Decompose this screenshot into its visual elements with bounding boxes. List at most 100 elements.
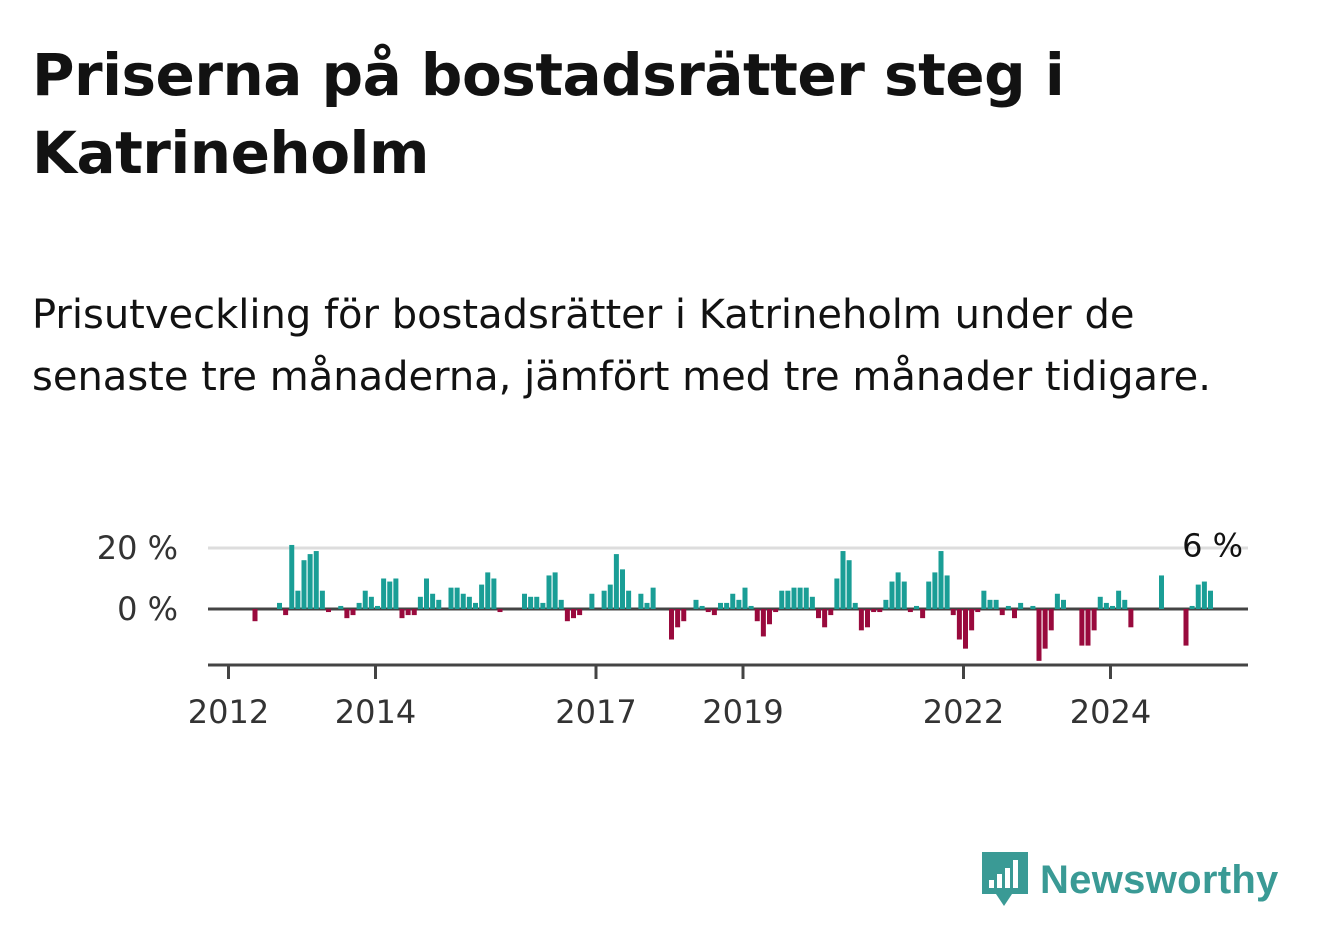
last-value-label: 6 % — [1182, 527, 1243, 565]
x-tick-label: 2012 — [188, 693, 269, 731]
bar — [626, 590, 632, 609]
bar — [350, 609, 356, 616]
bar — [1030, 605, 1036, 609]
bar — [871, 609, 877, 613]
bar — [987, 599, 993, 609]
bar — [730, 593, 736, 609]
bar — [711, 609, 717, 616]
bar — [1128, 609, 1134, 628]
bar — [301, 560, 307, 609]
bar — [601, 590, 607, 609]
bar — [1201, 581, 1207, 609]
bar — [828, 609, 834, 616]
bar — [319, 590, 325, 609]
bar — [809, 596, 815, 609]
bar — [295, 590, 301, 609]
bar — [773, 609, 779, 613]
bar — [613, 554, 619, 609]
x-tick-label: 2019 — [702, 693, 783, 731]
bar — [975, 609, 981, 613]
bar-chart: 20 % 0 % 2012 2014 2017 2019 2022 2024 6 % — [97, 527, 1248, 731]
bar — [822, 609, 828, 628]
bar — [326, 609, 331, 613]
bar — [277, 602, 282, 609]
bar — [252, 609, 258, 622]
bar — [497, 609, 503, 613]
bar — [620, 569, 625, 609]
bar — [748, 605, 754, 609]
newsworthy-brand: Newsworthy — [980, 850, 1279, 910]
bar — [1061, 599, 1066, 609]
bar — [907, 609, 913, 613]
bar — [338, 605, 344, 609]
bar — [791, 587, 797, 609]
bar — [1048, 609, 1054, 631]
bar — [840, 551, 846, 609]
bar — [1042, 609, 1048, 649]
bar — [1116, 590, 1122, 609]
bar — [638, 593, 644, 609]
bar — [1110, 605, 1115, 609]
bar — [289, 544, 295, 609]
bar — [877, 609, 883, 613]
bar — [534, 596, 540, 609]
bar — [1103, 602, 1109, 609]
bar — [993, 599, 999, 609]
bar — [981, 590, 987, 609]
bar — [834, 578, 840, 609]
bar — [760, 609, 766, 637]
bar — [816, 609, 821, 619]
bar — [675, 609, 681, 628]
bar — [485, 572, 491, 609]
bar — [344, 609, 350, 619]
bar — [1159, 575, 1164, 609]
bar — [754, 609, 760, 622]
bar — [491, 578, 497, 609]
bar — [405, 609, 411, 616]
bar — [944, 575, 950, 609]
brand-name: Newsworthy — [1040, 857, 1279, 902]
bar — [571, 609, 576, 619]
label-layer: 20 % 0 % 2012 2014 2017 2019 2022 2024 6 % — [97, 527, 1243, 731]
x-tick-label: 2022 — [923, 693, 1004, 731]
bar — [1189, 605, 1195, 609]
bar — [436, 599, 442, 609]
bar — [448, 587, 454, 609]
bar — [1085, 609, 1091, 646]
bar — [381, 578, 387, 609]
bar — [564, 609, 570, 622]
bar — [1054, 593, 1060, 609]
chart-subtitle: Prisutveckling för bostadsrätter i Katri… — [32, 292, 1211, 400]
bar — [858, 609, 864, 631]
bar — [705, 609, 711, 613]
x-tick-label: 2024 — [1070, 693, 1151, 731]
chart-title: Priserna på bostadsrätter steg i Katrine… — [32, 41, 1065, 187]
bar — [846, 560, 852, 609]
bar — [779, 590, 785, 609]
bar — [932, 572, 938, 609]
bar — [938, 551, 944, 609]
bar — [473, 602, 478, 609]
bar — [540, 602, 546, 609]
bar — [1012, 609, 1017, 619]
bar — [479, 584, 485, 609]
bar — [736, 599, 742, 609]
newsworthy-logo-icon — [982, 852, 1028, 906]
bar — [558, 599, 564, 609]
bar — [1079, 609, 1085, 646]
bar — [589, 593, 595, 609]
bar — [718, 602, 723, 609]
bar — [460, 593, 466, 609]
bar — [699, 605, 705, 609]
x-tick-label: 2014 — [335, 693, 416, 731]
bar — [956, 609, 962, 640]
bar — [650, 587, 656, 609]
y-tick-label: 20 % — [97, 529, 178, 567]
bar — [522, 593, 527, 609]
bar — [1018, 602, 1024, 609]
bar — [669, 609, 674, 640]
bar — [1091, 609, 1097, 631]
bar — [307, 554, 313, 609]
bar — [1183, 609, 1189, 646]
bar — [1208, 590, 1213, 609]
